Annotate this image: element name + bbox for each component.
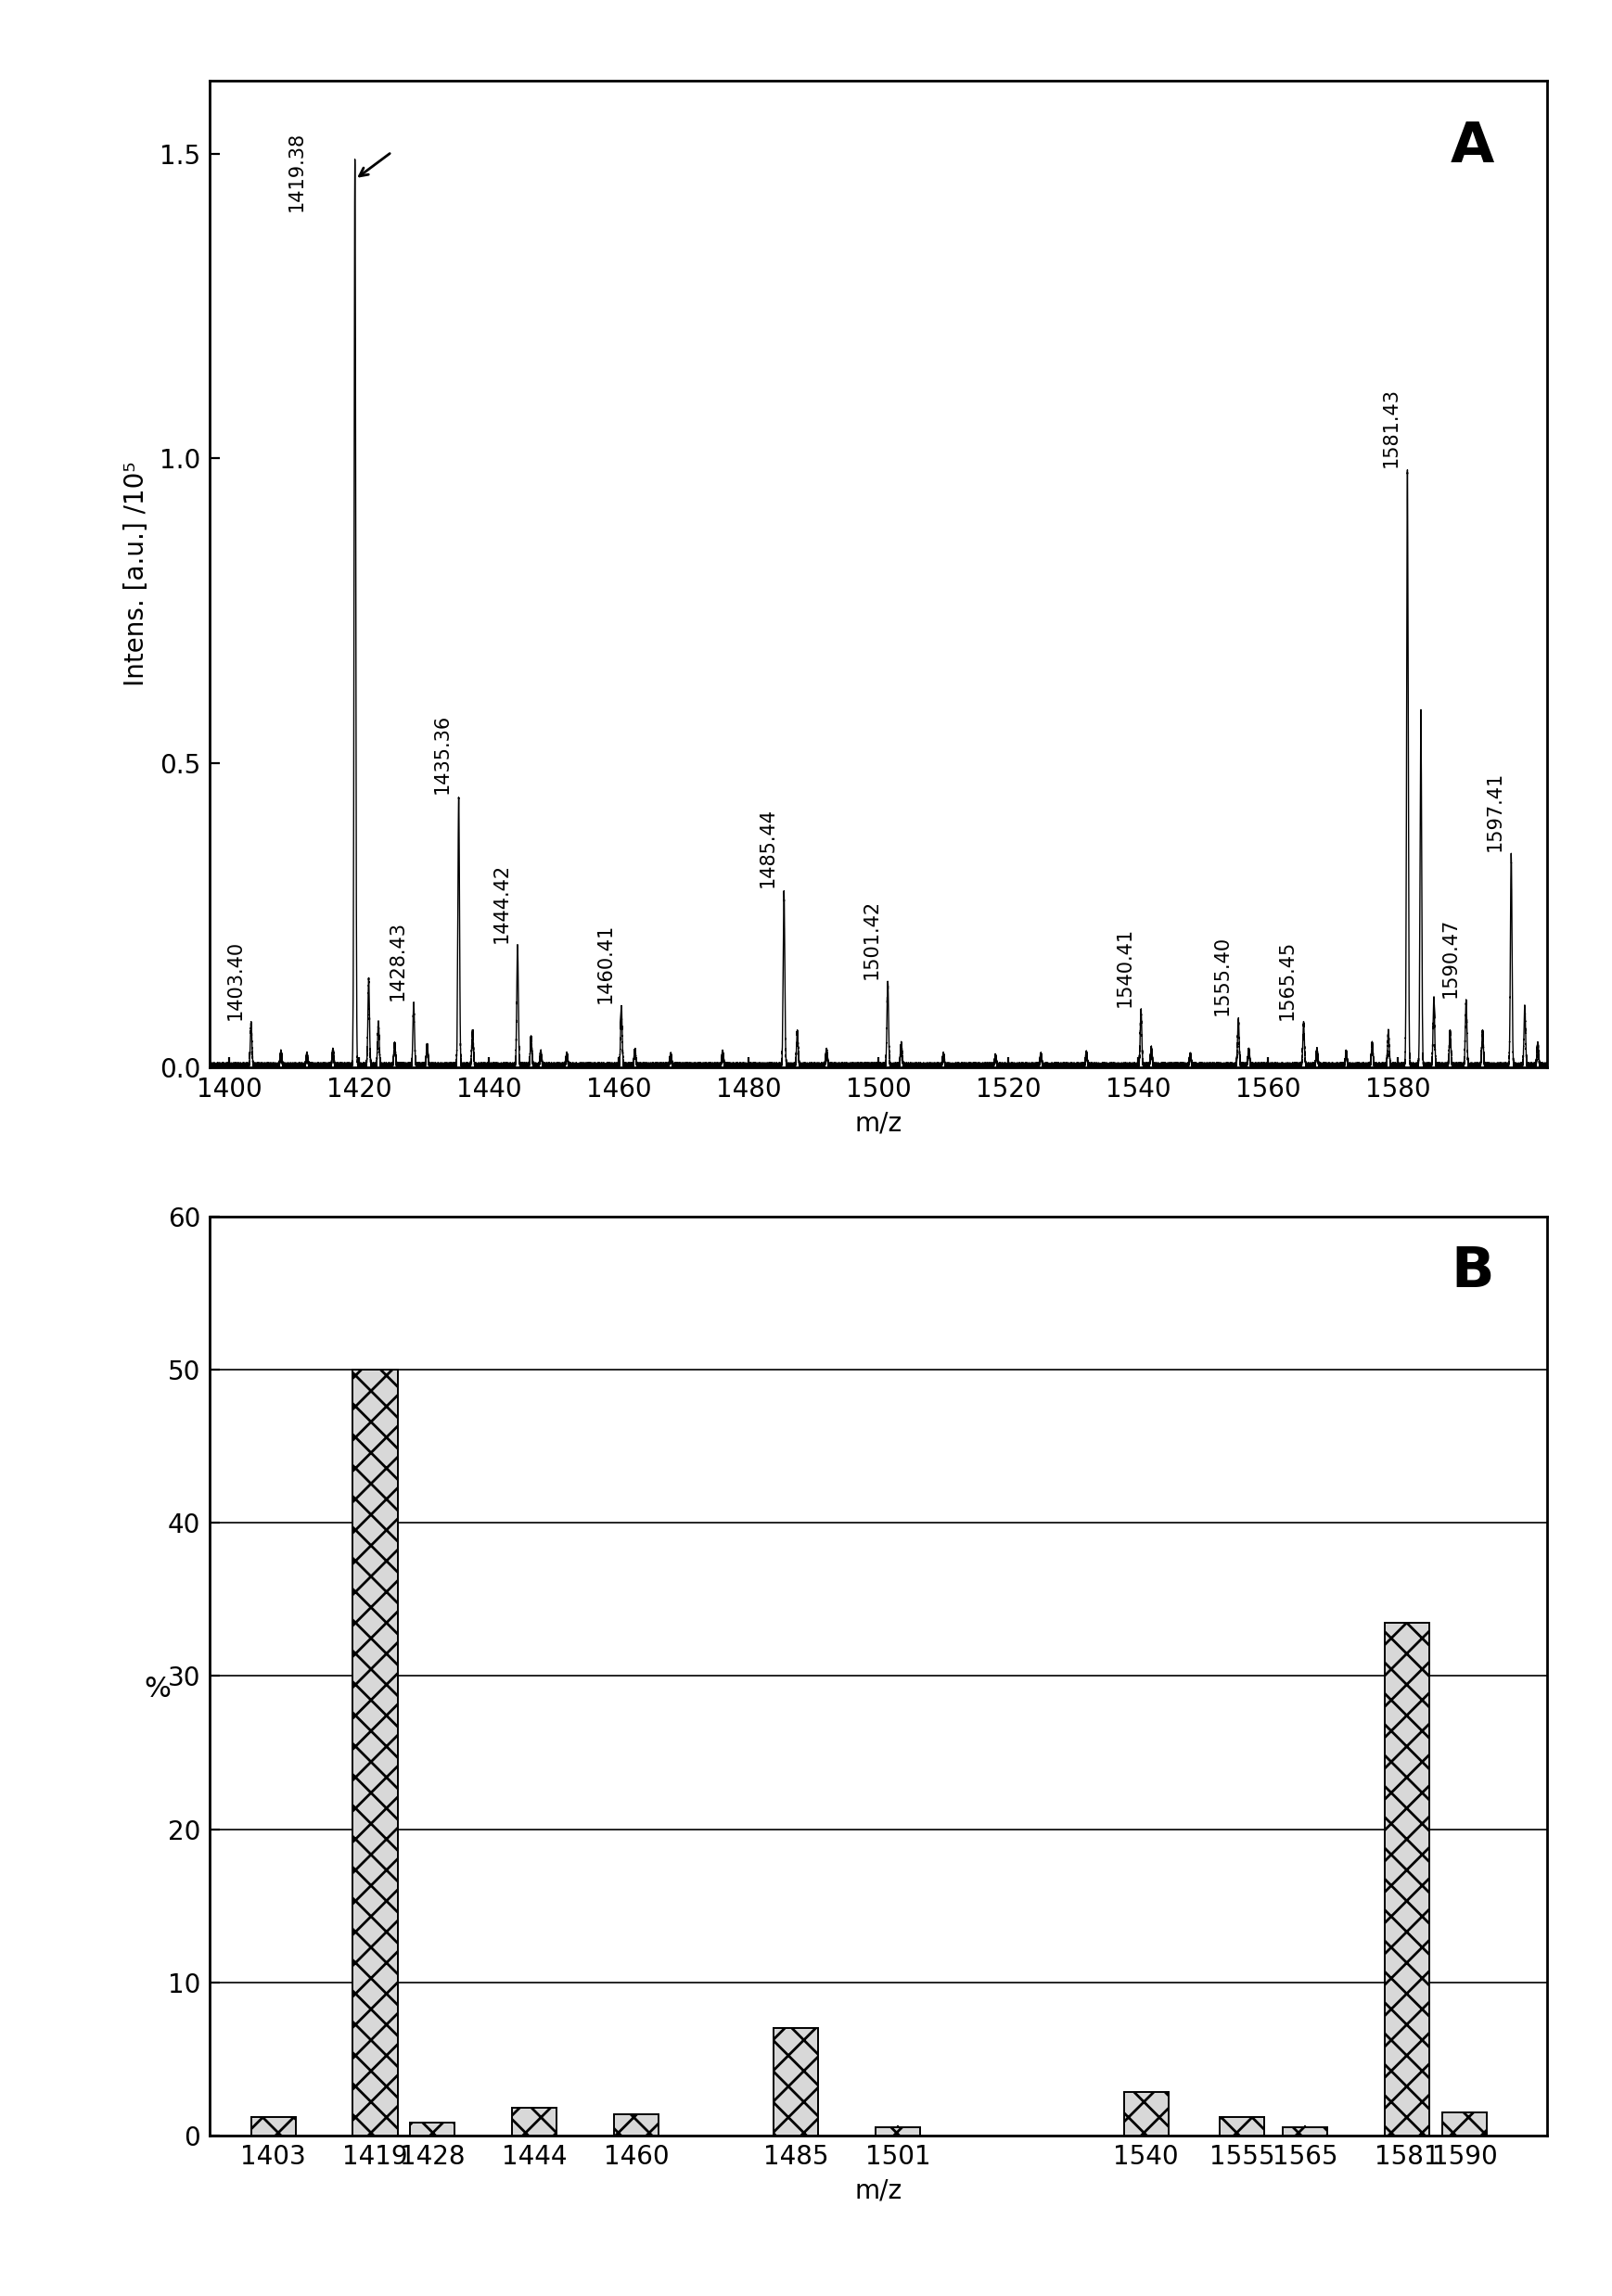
Bar (1219, 2117, 1264, 2135)
Bar (774, 2027, 817, 2135)
Bar (1283, 2128, 1328, 2135)
Bar (353, 1371, 398, 2135)
Text: 1581.43: 1581.43 (1381, 388, 1401, 468)
Text: 1565.45: 1565.45 (1278, 939, 1296, 1019)
Text: 1590.47: 1590.47 (1441, 918, 1459, 996)
Bar (1124, 2092, 1169, 2135)
Text: 1501.42: 1501.42 (862, 900, 880, 980)
Bar (513, 2108, 556, 2135)
Text: 1540.41: 1540.41 (1116, 928, 1133, 1006)
Y-axis label: %: % (143, 1676, 171, 1704)
Text: 1444.42: 1444.42 (492, 863, 511, 944)
Text: 1435.36: 1435.36 (434, 714, 451, 794)
Text: 1403.40: 1403.40 (226, 941, 243, 1019)
Bar (614, 2115, 659, 2135)
Y-axis label: Intens. [a.u.] /10⁵: Intens. [a.u.] /10⁵ (123, 461, 148, 687)
Bar (1385, 1623, 1430, 2135)
Text: 1597.41: 1597.41 (1486, 771, 1504, 852)
Text: 1485.44: 1485.44 (759, 808, 777, 889)
X-axis label: m/z: m/z (854, 1111, 903, 1137)
Bar (411, 2124, 455, 2135)
Text: 1419.38: 1419.38 (287, 131, 306, 211)
Text: 1428.43: 1428.43 (388, 921, 406, 1001)
Bar (251, 2117, 295, 2135)
X-axis label: m/z: m/z (854, 2179, 903, 2204)
Text: 1460.41: 1460.41 (596, 923, 614, 1003)
Bar (1443, 2112, 1486, 2135)
Text: A: A (1451, 119, 1494, 174)
Text: B: B (1451, 1244, 1494, 1300)
Text: 1555.40: 1555.40 (1212, 937, 1232, 1015)
Bar (875, 2128, 920, 2135)
